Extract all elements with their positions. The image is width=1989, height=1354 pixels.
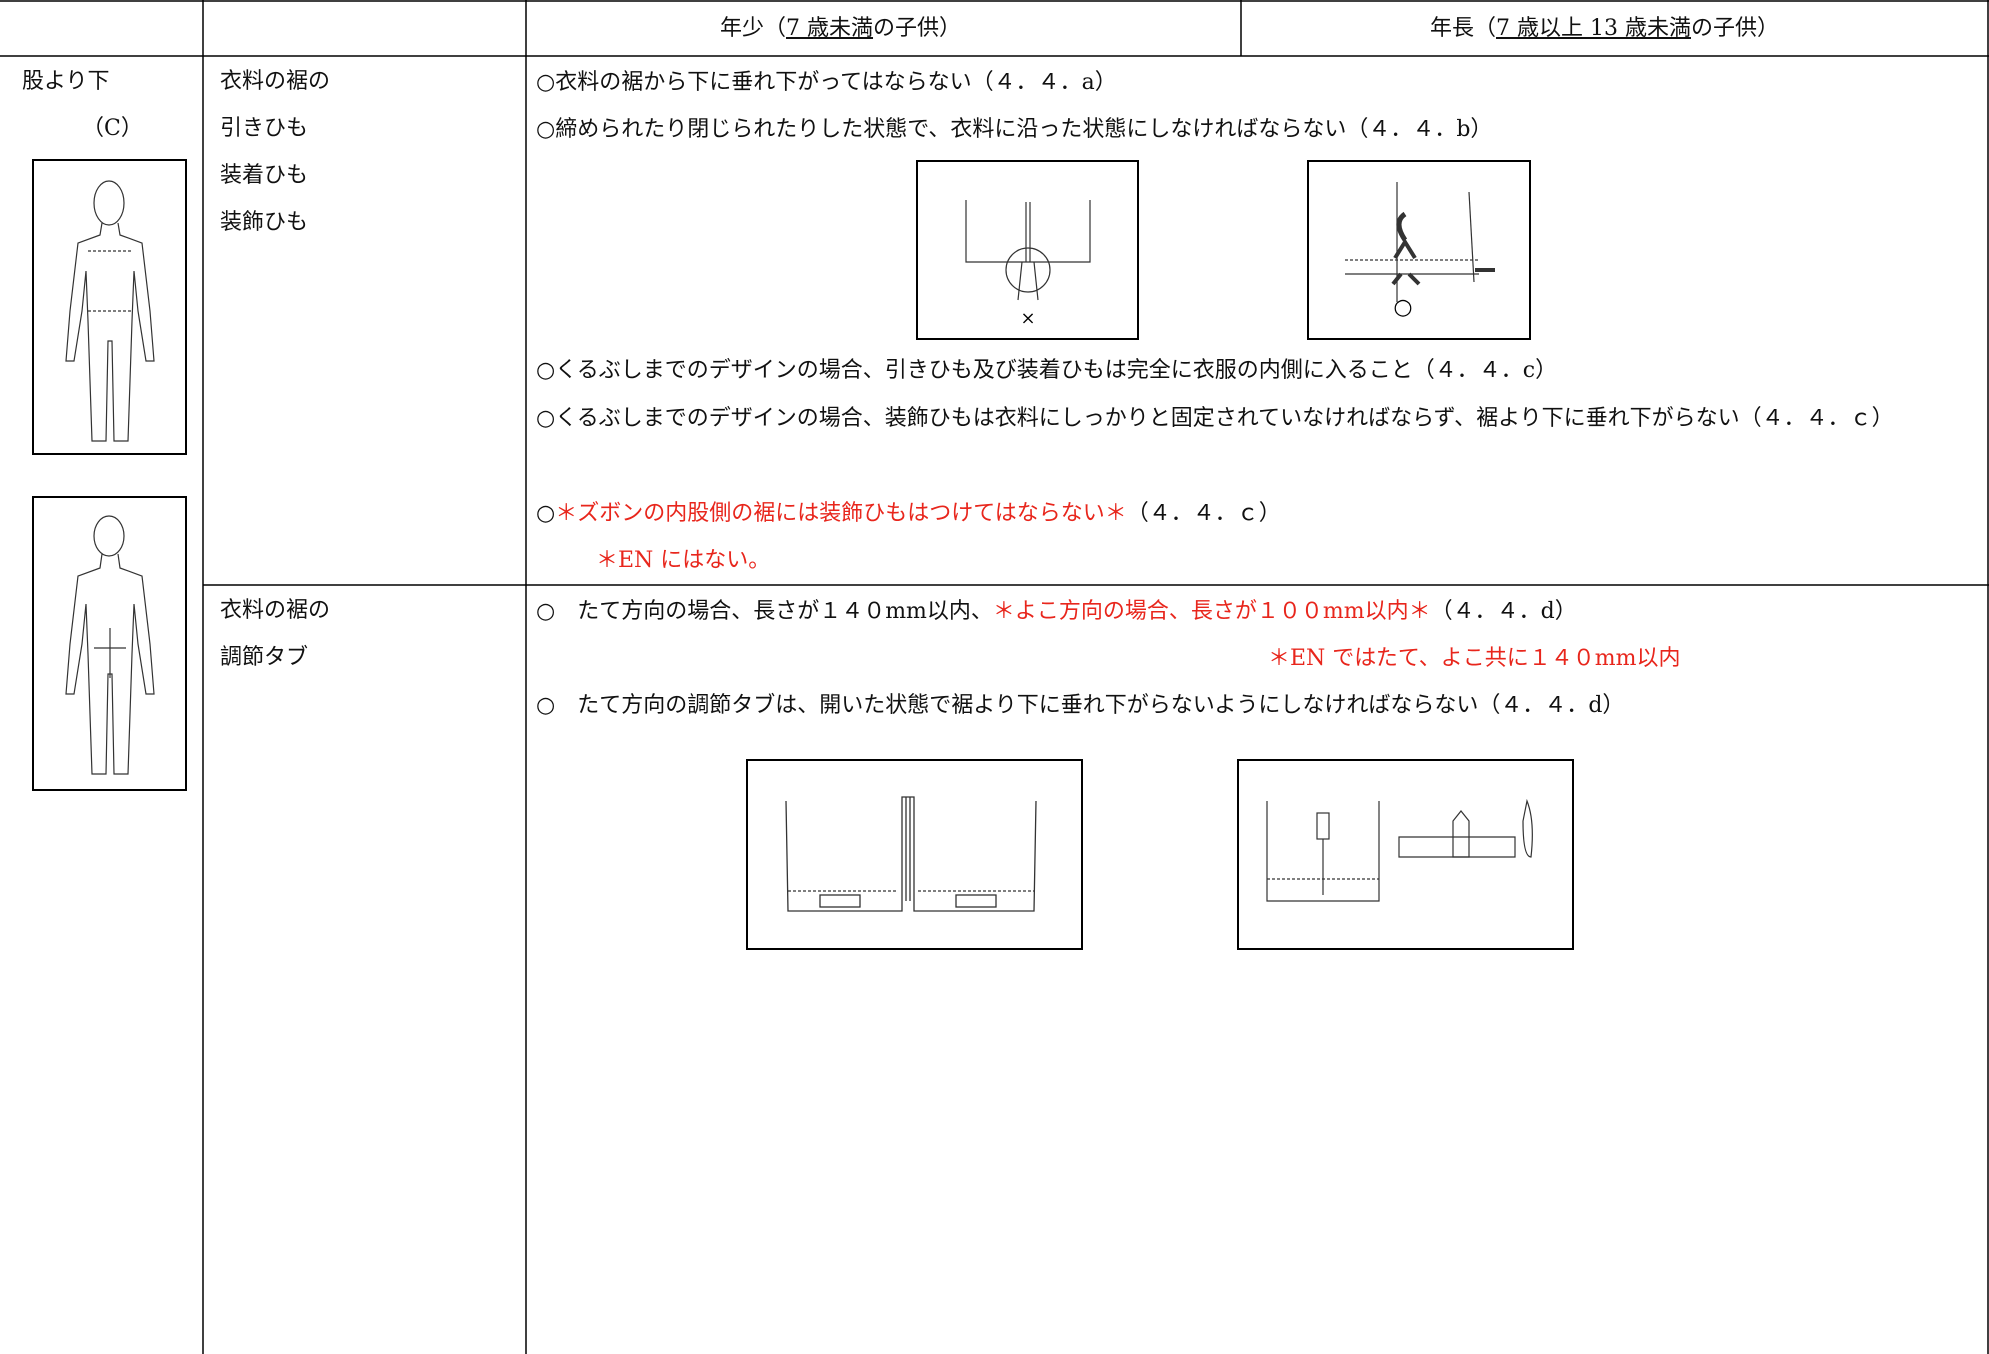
body-part-code: （C） <box>82 116 143 141</box>
figure-drawing <box>1266 798 1533 902</box>
line-text: ○締められたり閉じられたりした状態で、衣料に沿った状態にしなければならない（４．… <box>536 117 1493 142</box>
body-part-name: 股より下 <box>22 69 110 94</box>
line-text: ○ たて方向の調節タブは、開いた状態で裾より下に垂れ下がらないようにしなければな… <box>536 693 1625 718</box>
line-text: ○衣料の裾から下に垂れ下がってはならない（４．４．a） <box>536 70 1117 95</box>
figure-drawing <box>785 796 1037 912</box>
illustration <box>746 759 1083 950</box>
item-label: 引きひも <box>220 116 309 141</box>
highlight-text: ＊よこ方向の場合、長さが１００mm以内＊ <box>992 599 1431 624</box>
item-label: 衣料の裾の <box>220 598 331 623</box>
item-label: 衣料の裾の <box>220 69 331 94</box>
requirement-line: ○くるぶしまでのデザインの場合、引きひも及び装着ひもは完全に衣服の内側に入ること… <box>536 347 1989 394</box>
header-text: 7 歳未満 <box>786 16 874 41</box>
figure-drawing: × <box>965 200 1091 329</box>
illustration <box>1237 759 1574 950</box>
requirement-line: ○締められたり閉じられたりした状態で、衣料に沿った状態にしなければならない（４．… <box>536 106 1989 153</box>
requirement-line: ○ たて方向の場合、長さが１４０mm以内、＊よこ方向の場合、長さが１００mm以内… <box>536 588 1989 635</box>
header-text: の子供） <box>1691 16 1780 41</box>
requirement-line: ＊EN ではたて、よこ共に１４０mm以内 <box>1268 635 1989 682</box>
body-figure-front <box>32 159 187 455</box>
requirement-line: ○くるぶしまでのデザインの場合、装飾ひもは衣料にしっかりと固定されていなければな… <box>536 395 1989 442</box>
requirement-line: ○＊ズボンの内股側の裾には装飾ひもはつけてはならない＊（４．４．ｃ） <box>536 490 1989 537</box>
line-text: ○ <box>536 501 556 526</box>
figure-drawing: ○ <box>1345 182 1495 320</box>
header-older: 年長（7 歳以上 13 歳未満の子供） <box>1430 14 1779 44</box>
header-text: 年少（ <box>720 16 787 41</box>
highlight-text: ＊EN ではたて、よこ共に１４０mm以内 <box>1268 646 1681 671</box>
requirement-line: ○ たて方向の調節タブは、開いた状態で裾より下に垂れ下がらないようにしなければな… <box>536 682 1989 729</box>
highlight-text: ＊ズボンの内股側の裾には装飾ひもはつけてはならない＊ <box>555 501 1127 526</box>
figure-drawing <box>65 515 155 775</box>
header-text: 年長（ <box>1430 16 1497 41</box>
line-text: ○くるぶしまでのデザインの場合、装飾ひもは衣料にしっかりと固定されていなければな… <box>536 406 1894 431</box>
header-young: 年少（7 歳未満の子供） <box>720 14 961 44</box>
body-figure-back <box>32 496 187 791</box>
highlight-text: ＊EN にはない。 <box>596 548 771 573</box>
line-text: （４．４．ｃ） <box>1126 501 1281 526</box>
item-label: 装着ひも <box>220 163 309 188</box>
requirement-line: ＊EN にはない。 <box>596 537 1989 584</box>
figure-label: × <box>1020 308 1035 329</box>
figure-drawing <box>65 180 155 442</box>
header-text: 7 歳以上 13 歳未満 <box>1496 16 1691 41</box>
line-text: ○ たて方向の場合、長さが１４０mm以内、 <box>536 599 993 624</box>
header-text: の子供） <box>873 16 962 41</box>
requirement-line: ○衣料の裾から下に垂れ下がってはならない（４．４．a） <box>536 59 1989 106</box>
illustration: × <box>916 160 1139 340</box>
line-text: （４．４．d） <box>1430 599 1577 624</box>
figure-label: ○ <box>1393 295 1412 320</box>
illustration: ○ <box>1307 160 1531 340</box>
item-label: 装飾ひも <box>220 210 309 235</box>
line-text: ○くるぶしまでのデザインの場合、引きひも及び装着ひもは完全に衣服の内側に入ること… <box>536 358 1558 383</box>
item-label: 調節タブ <box>220 645 309 670</box>
